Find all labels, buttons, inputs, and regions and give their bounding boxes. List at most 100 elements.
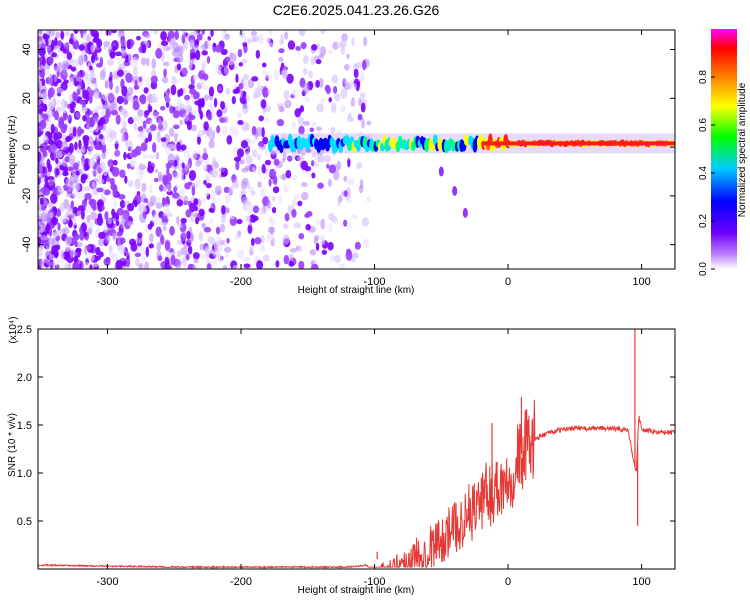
noise-point xyxy=(275,260,280,268)
noise-point xyxy=(156,241,161,252)
noise-point xyxy=(62,107,68,114)
noise-point xyxy=(76,87,81,96)
x-tick-label: -200 xyxy=(230,576,252,588)
noise-point xyxy=(287,155,293,162)
noise-point xyxy=(192,212,200,218)
noise-point xyxy=(226,237,230,244)
noise-point xyxy=(183,195,189,205)
noise-point xyxy=(66,208,73,216)
noise-point xyxy=(148,243,155,249)
noise-point xyxy=(315,242,320,251)
noise-point xyxy=(136,247,142,253)
noise-point xyxy=(86,214,91,224)
noise-point xyxy=(262,254,270,262)
noise-point xyxy=(269,169,277,178)
noise-point xyxy=(53,110,60,121)
noise-point xyxy=(222,264,228,269)
noise-point xyxy=(212,42,217,48)
noise-point xyxy=(204,245,212,254)
snr-line xyxy=(38,399,675,569)
noise-point xyxy=(283,254,290,265)
noise-point xyxy=(186,230,191,240)
noise-point xyxy=(111,208,116,217)
noise-point xyxy=(323,154,332,163)
noise-point xyxy=(316,103,324,113)
noise-point xyxy=(169,225,175,236)
noise-point xyxy=(325,86,331,95)
noise-point xyxy=(250,30,258,37)
noise-point xyxy=(201,222,206,228)
noise-point xyxy=(103,257,111,266)
noise-point xyxy=(185,209,192,218)
noise-point xyxy=(195,49,201,61)
noise-point xyxy=(330,126,336,134)
noise-point xyxy=(73,30,79,35)
noise-point xyxy=(41,206,46,211)
noise-point xyxy=(43,103,48,112)
noise-point xyxy=(115,259,123,269)
noise-point xyxy=(157,171,163,182)
noise-point xyxy=(121,260,127,267)
noise-point xyxy=(126,95,132,102)
noise-point xyxy=(251,76,259,82)
noise-point xyxy=(356,162,363,169)
noise-point xyxy=(42,34,50,40)
noise-point xyxy=(70,250,78,257)
noise-point xyxy=(119,237,126,244)
noise-point xyxy=(361,117,365,129)
noise-point xyxy=(224,193,231,204)
noise-point xyxy=(187,245,193,255)
noise-point xyxy=(273,175,278,186)
noise-point xyxy=(223,30,227,34)
noise-point xyxy=(143,87,149,94)
noise-point xyxy=(351,37,355,47)
noise-point xyxy=(204,172,211,183)
noise-point xyxy=(347,178,355,186)
noise-point xyxy=(211,160,219,170)
noise-point xyxy=(352,252,360,259)
signal-core xyxy=(481,141,675,146)
noise-point xyxy=(201,60,207,70)
noise-point xyxy=(278,48,285,54)
noise-point xyxy=(113,137,120,144)
snr-x-axis-title: Height of straight line (km) xyxy=(298,585,415,596)
snr-panel: -300 -200 -100 0 100 0.5 1.0 1.5 2.0 2.5 Height o… xyxy=(7,316,676,596)
noise-point xyxy=(235,73,239,83)
noise-point xyxy=(272,195,276,202)
noise-point xyxy=(214,185,222,196)
noise-point xyxy=(256,82,261,93)
noise-point xyxy=(143,198,149,203)
noise-point xyxy=(191,124,197,132)
noise-point xyxy=(144,110,150,116)
noise-point xyxy=(75,111,81,119)
noise-point xyxy=(201,30,206,36)
noise-point xyxy=(199,78,206,87)
noise-point xyxy=(107,92,114,101)
noise-point xyxy=(176,53,184,64)
noise-point xyxy=(173,186,178,193)
noise-point xyxy=(302,55,309,65)
noise-point xyxy=(220,48,228,56)
noise-point xyxy=(266,200,272,209)
noise-point xyxy=(231,179,239,190)
noise-point xyxy=(39,119,47,130)
noise-point xyxy=(239,159,245,165)
noise-point xyxy=(354,241,361,250)
noise-point xyxy=(256,260,264,269)
noise-point xyxy=(341,33,348,42)
noise-point xyxy=(340,88,348,99)
noise-point xyxy=(83,262,91,269)
noise-point xyxy=(236,249,245,259)
noise-point xyxy=(56,106,63,112)
noise-point xyxy=(55,157,59,164)
noise-point xyxy=(133,85,140,90)
x-tick-label: 0 xyxy=(505,276,511,288)
noise-point xyxy=(359,92,366,99)
noise-point xyxy=(176,165,183,172)
noise-point xyxy=(329,254,336,262)
noise-point xyxy=(123,151,127,161)
noise-point xyxy=(132,101,140,111)
noise-point xyxy=(71,41,79,47)
noise-point xyxy=(81,146,86,154)
noise-point xyxy=(232,126,239,138)
